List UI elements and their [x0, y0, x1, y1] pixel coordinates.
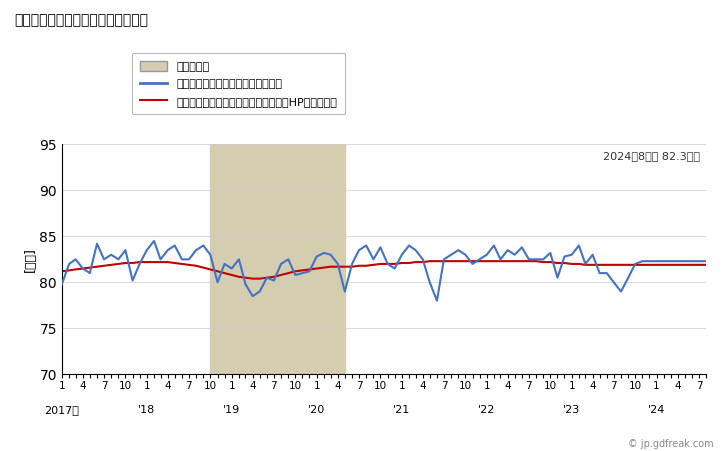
Text: '20: '20 [308, 405, 325, 415]
Text: '18: '18 [138, 405, 156, 415]
Text: © jp.gdfreak.com: © jp.gdfreak.com [628, 439, 713, 449]
Legend: 景気後退期, パートタイム労働者の総実労働時間, パートタイム労働者の総実労働時間（HPフィルタ）: 景気後退期, パートタイム労働者の総実労働時間, パートタイム労働者の総実労働時… [132, 53, 345, 115]
Text: 2017年: 2017年 [44, 405, 79, 415]
Text: '21: '21 [393, 405, 411, 415]
Y-axis label: [時間]: [時間] [23, 247, 36, 272]
Text: '23: '23 [563, 405, 580, 415]
Text: '24: '24 [648, 405, 665, 415]
Text: '19: '19 [223, 405, 240, 415]
Text: '22: '22 [478, 405, 496, 415]
Text: パートタイム労働者の総実労働時間: パートタイム労働者の総実労働時間 [15, 14, 149, 28]
Bar [210, 144, 345, 374]
Text: 2024年8月： 82.3時間: 2024年8月： 82.3時間 [603, 151, 700, 161]
